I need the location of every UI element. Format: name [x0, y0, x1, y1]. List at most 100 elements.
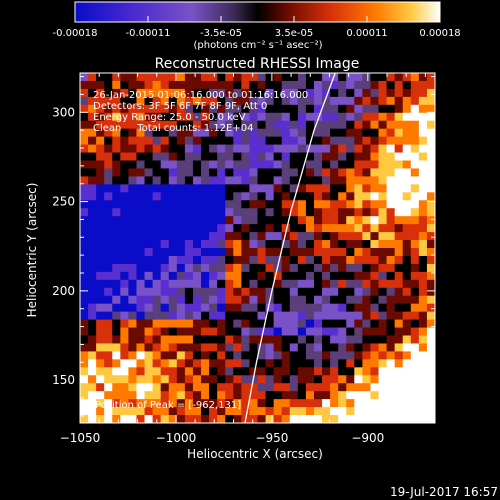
heatmap-cell — [201, 208, 210, 217]
heatmap-cell — [80, 88, 89, 98]
heatmap-cell — [96, 232, 105, 241]
heatmap-cell — [241, 120, 250, 130]
heatmap-cell — [136, 224, 145, 233]
heatmap-cell — [354, 359, 363, 368]
heatmap-cell — [104, 383, 113, 392]
heatmap-cell — [88, 248, 97, 257]
heatmap-cell — [176, 311, 186, 320]
heatmap-cell — [249, 359, 258, 368]
heatmap-cell — [184, 248, 194, 257]
heatmap-cell — [330, 96, 339, 106]
heatmap-cell — [152, 367, 162, 376]
heatmap-cell — [104, 240, 113, 249]
heatmap-cell — [225, 128, 234, 138]
heatmap-cell — [168, 208, 178, 217]
heatmap-cell — [80, 208, 89, 217]
heatmap-cell — [378, 200, 387, 209]
heatmap-cell — [120, 311, 129, 320]
heatmap-cell — [370, 192, 379, 201]
heatmap-cell — [136, 73, 145, 82]
heatmap-cell — [88, 224, 97, 233]
heatmap-cell — [265, 415, 275, 423]
heatmap-cell — [160, 80, 170, 90]
heatmap-cell — [281, 200, 291, 209]
heatmap-cell — [386, 192, 396, 201]
heatmap-cell — [322, 208, 331, 217]
colorbar-tick-label: -0.00011 — [126, 28, 171, 39]
heatmap-cell — [281, 240, 291, 249]
heatmap-cell — [265, 88, 275, 98]
heatmap-cell — [128, 73, 137, 82]
heatmap-cell — [136, 287, 145, 297]
heatmap-cell — [80, 407, 89, 416]
heatmap-cell — [426, 415, 435, 423]
heatmap-cell — [338, 407, 347, 416]
heatmap-cell — [144, 232, 154, 241]
heatmap-cell — [394, 391, 404, 400]
heatmap-cell — [217, 367, 226, 376]
heatmap-cell — [184, 80, 194, 90]
heatmap-cell — [184, 224, 194, 233]
heatmap-cell — [322, 383, 331, 392]
heatmap-cell — [378, 128, 387, 138]
heatmap-cell — [257, 184, 266, 193]
heatmap-cell — [112, 359, 121, 368]
heatmap-cell — [257, 160, 266, 169]
heatmap-cell — [338, 351, 347, 360]
heatmap-cell — [217, 224, 226, 233]
heatmap-cell — [96, 327, 105, 336]
heatmap-cell — [120, 391, 129, 400]
heatmap-cell — [144, 176, 154, 185]
heatmap-cell — [152, 279, 162, 289]
heatmap-cell — [313, 279, 323, 289]
heatmap-cell — [257, 391, 266, 400]
heatmap-cell — [88, 192, 97, 201]
heatmap-cell — [402, 192, 412, 201]
heatmap-cell — [144, 96, 154, 106]
heatmap-cell — [330, 120, 339, 130]
heatmap-cell — [338, 375, 347, 384]
heatmap-cell — [184, 399, 194, 408]
heatmap-cell — [192, 351, 202, 360]
heatmap-cell — [410, 311, 420, 320]
heatmap-cell — [426, 208, 435, 217]
heatmap-cell — [257, 80, 266, 90]
heatmap-cell — [346, 311, 355, 320]
heatmap-cell — [410, 120, 420, 130]
heatmap-cell — [144, 327, 154, 336]
heatmap-cell — [128, 208, 137, 217]
heatmap-cell — [330, 279, 339, 289]
heatmap-cell — [330, 200, 339, 209]
heatmap-cell — [330, 271, 339, 281]
heatmap-cell — [120, 112, 129, 122]
heatmap-cell — [338, 216, 347, 225]
heatmap-cell — [120, 287, 129, 297]
heatmap-cell — [346, 120, 355, 130]
heatmap-cell — [362, 104, 371, 114]
heatmap-cell — [176, 144, 186, 153]
heatmap-cell — [378, 383, 387, 392]
heatmap-cell — [338, 248, 347, 257]
heatmap-cell — [426, 271, 435, 281]
heatmap-cell — [96, 335, 105, 344]
heatmap-cell — [338, 152, 347, 161]
heatmap-cell — [112, 216, 121, 225]
heatmap-cell — [225, 73, 234, 82]
heatmap-cell — [338, 168, 347, 177]
heatmap-cell — [152, 176, 162, 185]
heatmap-cell — [305, 152, 315, 161]
heatmap-cell — [152, 303, 162, 313]
heatmap-cell — [257, 263, 266, 273]
heatmap-cell — [128, 136, 137, 145]
heatmap-cell — [402, 248, 412, 257]
heatmap-cell — [104, 287, 113, 297]
heatmap-cell — [297, 295, 307, 305]
heatmap-cell — [313, 128, 323, 138]
heatmap-cell — [120, 96, 129, 106]
heatmap-cell — [354, 168, 363, 177]
heatmap-cell — [305, 104, 315, 114]
heatmap-cell — [297, 216, 307, 225]
heatmap-cell — [168, 383, 178, 392]
heatmap-cell — [362, 311, 371, 320]
heatmap-cell — [176, 216, 186, 225]
